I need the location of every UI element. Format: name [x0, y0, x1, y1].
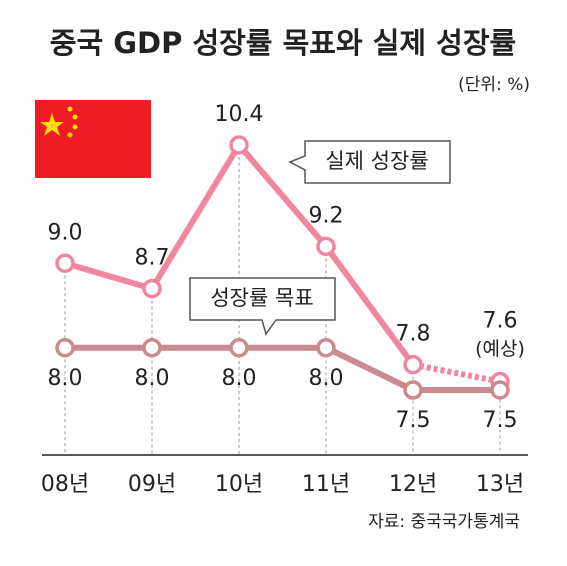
x-tick-label: 11년	[302, 472, 350, 497]
flag	[35, 100, 151, 178]
series-line	[65, 344, 500, 393]
forecast-line	[412, 361, 501, 385]
value-label: 9.2	[309, 203, 344, 228]
x-tick-label: 08년	[41, 472, 89, 497]
point	[490, 380, 510, 400]
point	[142, 278, 162, 299]
point	[142, 338, 162, 358]
source: 자료: 중국국가통계국	[368, 512, 520, 532]
value-label: 7.8	[396, 322, 431, 347]
value-label: 7.5	[396, 408, 431, 433]
point	[403, 354, 423, 375]
point	[316, 338, 336, 358]
value-label: 9.0	[48, 220, 83, 245]
point	[55, 253, 75, 274]
value-label: 7.6	[483, 309, 518, 334]
value-label: 8.7	[135, 246, 170, 271]
legend-callout: 성장률 목표	[189, 277, 336, 336]
value-label: 8.0	[222, 366, 257, 391]
point	[55, 338, 75, 358]
point	[403, 380, 423, 400]
legend-label: 실제 성장률	[325, 149, 428, 173]
callout-box	[288, 140, 451, 184]
value-label: 8.0	[309, 366, 344, 391]
value-label: 8.0	[135, 366, 170, 391]
point	[229, 135, 249, 155]
value-label: 8.0	[48, 366, 83, 391]
value-label: 7.5	[483, 408, 518, 433]
point	[229, 338, 249, 358]
x-tick-label: 13년	[476, 472, 524, 497]
legend-callout: 실제 성장률	[288, 140, 451, 184]
unit: (단위: %)	[458, 75, 530, 95]
chart-title: 중국 GDP 성장률 목표와 실제 성장률	[50, 26, 516, 60]
value-label: 10.4	[215, 102, 264, 127]
point	[316, 236, 336, 257]
x-tick-label: 10년	[215, 472, 263, 497]
x-tick-label: 09년	[128, 472, 176, 497]
legend-label: 성장률 목표	[210, 286, 313, 310]
annotation: (예상)	[475, 338, 525, 360]
callout-box	[189, 277, 336, 336]
x-tick-label: 12년	[389, 472, 437, 497]
